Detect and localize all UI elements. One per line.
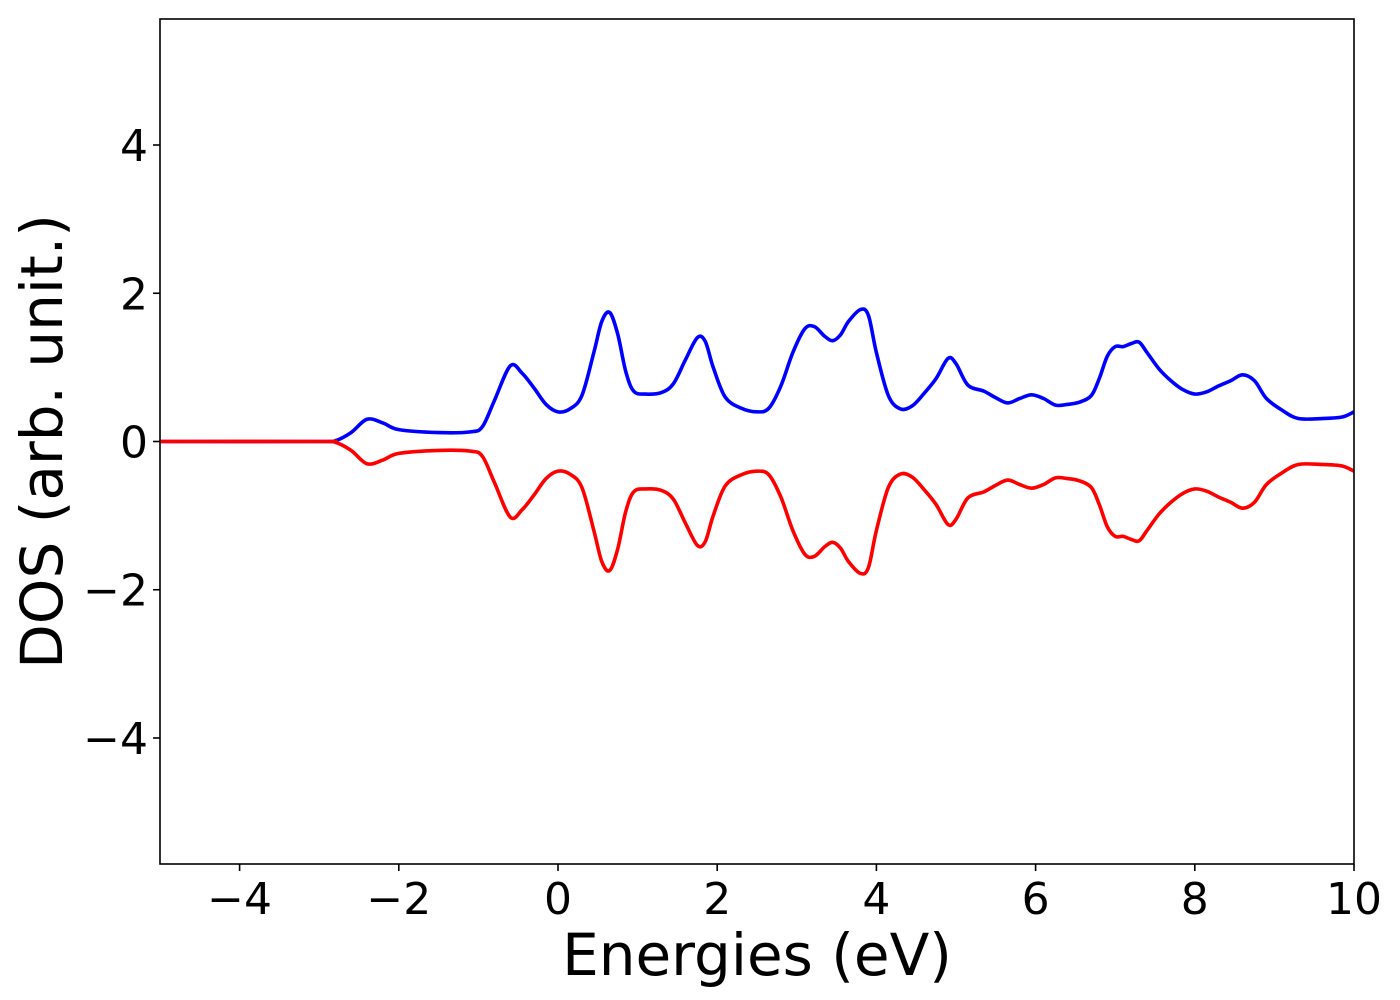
dos-line-red	[160, 439, 1354, 576]
y-axis-label: DOS (arb. unit.)	[8, 214, 76, 669]
x-tick-label: 4	[862, 874, 890, 925]
x-axis-ticks: −4 −2 0 2 4 6 8 10	[207, 864, 1382, 925]
y-tick-label: −2	[83, 566, 148, 617]
x-tick-label: 0	[544, 874, 572, 925]
series-layer	[160, 307, 1354, 576]
y-tick-label: −4	[83, 714, 148, 765]
x-axis-label: Energies (eV)	[562, 921, 952, 989]
y-axis-ticks: −4 −2 0 2 4	[83, 121, 160, 765]
x-tick-label: 6	[1022, 874, 1050, 925]
x-tick-label: 10	[1326, 874, 1382, 925]
x-tick-label: 2	[703, 874, 731, 925]
x-tick-label: −4	[207, 874, 272, 925]
x-tick-label: −2	[366, 874, 431, 925]
y-tick-label: 0	[120, 418, 148, 469]
dos-line-blue	[160, 307, 1354, 444]
x-tick-label: 8	[1181, 874, 1209, 925]
y-tick-label: 4	[120, 121, 148, 172]
y-tick-label: 2	[120, 269, 148, 320]
